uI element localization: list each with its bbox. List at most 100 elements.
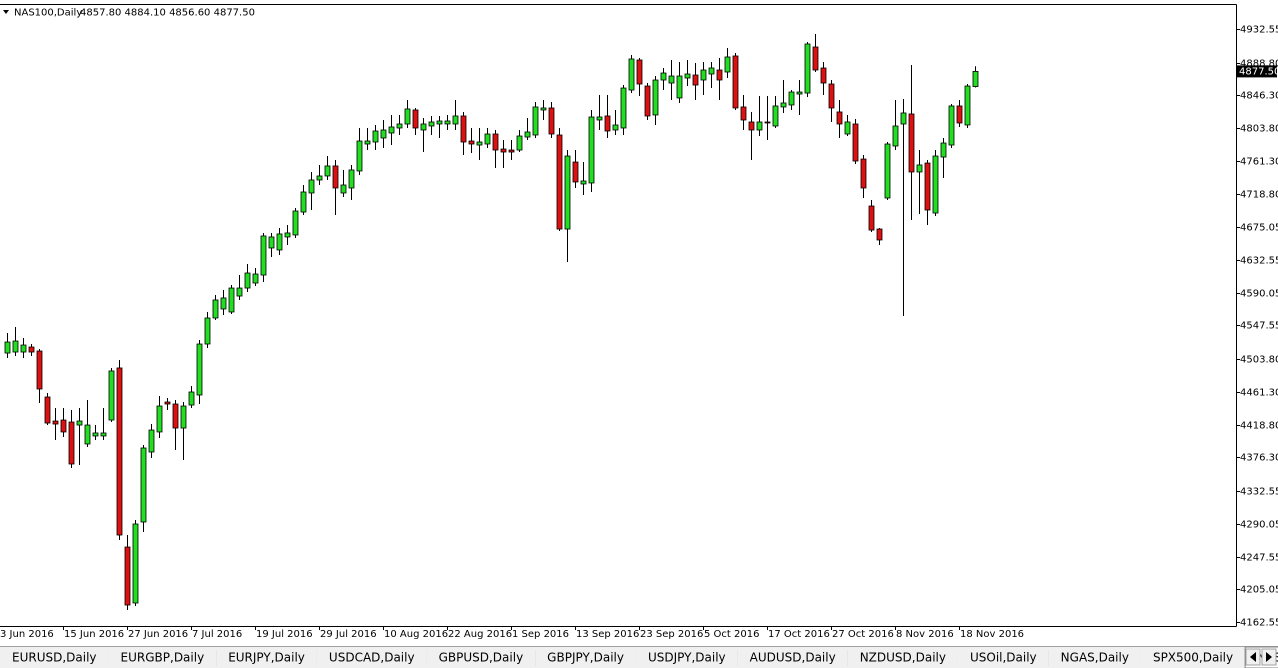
tab[interactable]: GBPJPY,Daily [535, 648, 637, 667]
y-tick-label: 4461.30 [1240, 388, 1278, 399]
candle-body [956, 105, 963, 124]
x-tick-label: 19 Jul 2016 [256, 629, 313, 640]
last-price-box [1237, 65, 1277, 78]
candle-body [220, 297, 227, 310]
candle-body [772, 105, 779, 127]
candle-body [100, 432, 107, 437]
candle-body [564, 155, 571, 230]
candle-body [340, 184, 347, 194]
tab-background [957, 648, 1049, 667]
tab-label: EURUSD,Daily [12, 651, 97, 665]
tab[interactable]: USDJPY,Daily [635, 648, 739, 667]
candle-body [732, 55, 739, 109]
candle-body [804, 43, 811, 94]
candle-body [868, 205, 875, 231]
candle-body [860, 158, 867, 189]
candle-body [436, 120, 443, 125]
tab-background [0, 648, 109, 667]
candle-body [292, 210, 299, 236]
candle-body [964, 85, 971, 126]
candle-body [364, 140, 371, 145]
candle-body [668, 75, 675, 84]
candle-body [388, 126, 395, 134]
candle-body [796, 91, 803, 95]
y-tick-label: 4376.30 [1240, 453, 1278, 464]
tab[interactable]: NGAS,Daily [1048, 648, 1142, 667]
candle-body [140, 447, 147, 523]
y-tick-label: 4846.30 [1240, 91, 1278, 102]
y-tick-label: 4803.80 [1240, 124, 1278, 135]
candle-body [68, 421, 75, 465]
candle-body [604, 115, 611, 132]
candle-body [708, 67, 715, 75]
candle-body [84, 424, 91, 445]
tab-label: EURGBP,Daily [121, 651, 205, 665]
candle-body [180, 405, 187, 429]
tab[interactable]: AUDUSD,Daily [737, 648, 849, 667]
tab-background [1048, 648, 1141, 667]
candle-body [420, 123, 427, 131]
tab-background [1140, 648, 1246, 667]
candle-body [52, 420, 59, 425]
candle-body [76, 420, 83, 426]
y-tick-label: 4503.80 [1240, 355, 1278, 366]
candle-body [748, 121, 755, 131]
plot: 4932.55 4888.80 4846.30 4803.80 4761.30 4718.… [0, 25, 1278, 641]
candle-body [268, 236, 275, 249]
candle-body [900, 112, 907, 125]
tab[interactable]: EURJPY,Daily [216, 648, 318, 667]
candle-body [596, 116, 603, 121]
scroll-right-arrow [1266, 652, 1272, 662]
tab[interactable]: SPX500,Daily [1140, 648, 1247, 667]
candle-body [236, 287, 243, 297]
candle-body [228, 287, 235, 313]
candle-body [700, 69, 707, 81]
candle-body [212, 299, 219, 319]
candle-body [612, 124, 619, 131]
tab[interactable]: EURGBP,Daily [108, 648, 218, 667]
candle-body [692, 74, 699, 86]
tab[interactable]: USOil,Daily [957, 648, 1050, 667]
candle-body [4, 341, 11, 354]
x-tick-label: 22 Aug 2016 [448, 629, 512, 640]
y-tick-label: 4932.55 [1240, 25, 1278, 36]
candle-body [300, 191, 307, 213]
candle-body [284, 232, 291, 238]
candle-body [332, 165, 339, 189]
candle-body [764, 121, 771, 124]
candle-body [308, 179, 315, 194]
y-tick-label: 4418.80 [1240, 421, 1278, 432]
candle-body [636, 59, 643, 85]
candle-body [148, 429, 155, 453]
tab[interactable]: GBPUSD,Daily [426, 648, 537, 667]
candle-body [628, 58, 635, 91]
candle-body [588, 116, 595, 184]
tab[interactable]: USDCAD,Daily [316, 648, 428, 667]
candle-body [740, 106, 747, 121]
x-tick-label: 3 Jun 2016 [0, 629, 54, 640]
candle-body [444, 120, 451, 125]
tab-label: USDJPY,Daily [648, 651, 726, 665]
tab[interactable]: NZDUSD,Daily [847, 648, 959, 667]
candle-body [396, 123, 403, 129]
candle-body [380, 129, 387, 139]
y-tick-label: 4247.55 [1240, 553, 1278, 564]
candle-body [20, 344, 27, 353]
tab[interactable]: EURUSD,Daily [0, 648, 110, 667]
x-tick-label: 27 Jun 2016 [128, 629, 188, 640]
x-tick-label: 13 Sep 2016 [576, 629, 639, 640]
candle-body [92, 432, 99, 437]
candle-body [324, 165, 331, 177]
candle-body [876, 228, 883, 241]
candle-body [204, 317, 211, 345]
candle-body [164, 401, 171, 405]
x-tick-label: 27 Oct 2016 [832, 629, 894, 640]
y-tick-label: 4290.05 [1240, 520, 1278, 531]
tab-background [108, 648, 217, 667]
candle-body [316, 175, 323, 181]
candle-body [724, 56, 731, 73]
candle-body [156, 405, 163, 433]
candle-body [892, 125, 899, 147]
candle-body [500, 148, 507, 153]
tab-label: SPX500,Daily [1153, 651, 1233, 665]
